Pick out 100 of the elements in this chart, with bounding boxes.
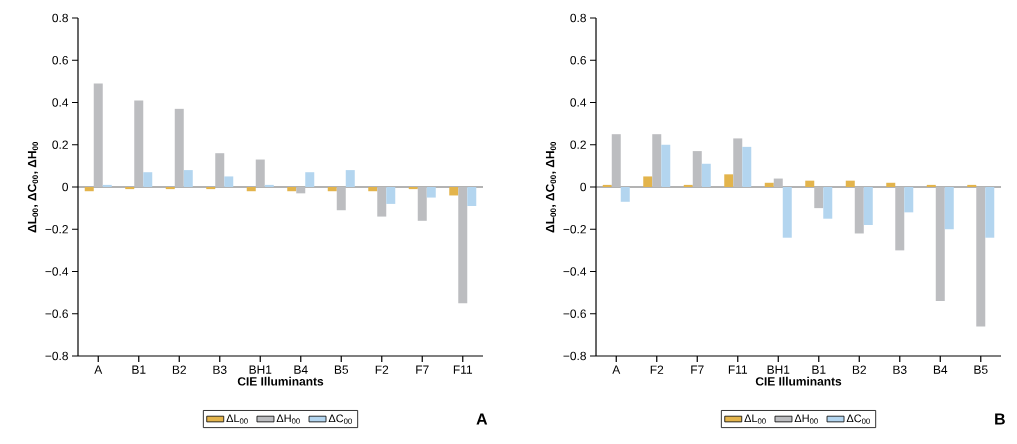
x-tick-label: F2 xyxy=(375,365,389,374)
x-tick-label: F11 xyxy=(453,365,473,374)
x-tick-label: B2 xyxy=(852,365,866,374)
bar xyxy=(458,187,468,304)
bar xyxy=(264,184,274,187)
text: B xyxy=(995,413,1005,425)
bar xyxy=(602,184,612,187)
bar xyxy=(823,187,833,219)
bar xyxy=(143,172,153,187)
y-tick-label: −0.2 xyxy=(45,225,68,234)
bar xyxy=(904,187,914,213)
bar xyxy=(134,100,144,187)
y-tick-label: 0 xyxy=(580,182,587,192)
bar xyxy=(701,163,711,187)
bar xyxy=(449,187,459,196)
x-tick-label: A xyxy=(94,365,103,374)
bar xyxy=(683,184,693,187)
bar xyxy=(386,187,396,204)
bar xyxy=(967,184,977,187)
y-tick-label: 0.8 xyxy=(52,13,68,23)
legend-label: ΔC$_{00}$ xyxy=(328,414,352,424)
bar xyxy=(327,187,337,192)
x-tick-label: B4 xyxy=(933,365,948,374)
bar xyxy=(863,187,873,226)
y-tick-label: −0.6 xyxy=(563,309,586,318)
y-tick-label: 0.6 xyxy=(570,56,586,65)
x-tick-label: B2 xyxy=(172,365,186,374)
bar xyxy=(724,174,734,187)
y-tick-label: −0.4 xyxy=(563,267,587,276)
x-tick-label: B1 xyxy=(132,365,146,374)
y-tick-label: 0.4 xyxy=(570,98,587,107)
x-tick-label: BH1 xyxy=(249,365,272,374)
bar xyxy=(895,187,905,251)
y-tick-label: −0.8 xyxy=(563,351,586,361)
x-tick-label: B5 xyxy=(974,365,988,374)
bar xyxy=(611,134,621,187)
x-tick-label: B3 xyxy=(213,365,227,374)
y-tick-label: 0.2 xyxy=(52,140,68,149)
y-tick-label: −0.2 xyxy=(563,225,586,234)
bar xyxy=(206,187,216,190)
legend-label: ΔH$_{00}$ xyxy=(794,414,818,424)
bar xyxy=(165,187,175,190)
y-axis-title: ΔL$_{00}$, ΔC$_{00}$, ΔH$_{00}$ xyxy=(27,141,39,233)
x-axis-title: CIE Illuminants xyxy=(755,376,842,386)
bar xyxy=(854,187,864,234)
bar xyxy=(733,138,743,187)
y-tick-label: 0.2 xyxy=(570,140,586,149)
legend-label: ΔC$_{00}$ xyxy=(846,414,870,424)
bar xyxy=(287,187,297,192)
bar xyxy=(661,144,671,187)
x-tick-label: B5 xyxy=(334,365,349,374)
x-tick-label: BH1 xyxy=(767,365,790,374)
bar xyxy=(174,108,184,187)
bar xyxy=(255,159,265,187)
bar xyxy=(224,176,234,187)
x-tick-label: B4 xyxy=(294,365,308,374)
bar xyxy=(643,176,653,187)
bar xyxy=(845,180,855,187)
bar xyxy=(620,187,630,202)
bar xyxy=(935,187,945,302)
x-tick-label: B1 xyxy=(812,365,826,374)
bar xyxy=(377,187,387,217)
x-tick-label: F7 xyxy=(691,365,704,374)
bar xyxy=(692,151,702,187)
bar xyxy=(102,184,112,187)
bar xyxy=(183,170,193,187)
bar xyxy=(93,83,103,187)
bar xyxy=(773,178,783,187)
legend-label: ΔL$_{00}$ xyxy=(226,414,248,424)
y-tick-label: −0.4 xyxy=(45,267,69,276)
legend-label: ΔH$_{00}$ xyxy=(276,414,300,424)
bar xyxy=(764,182,774,187)
x-axis-title: CIE Illuminants xyxy=(237,376,324,386)
y-tick-label: 0.8 xyxy=(570,13,586,23)
bar xyxy=(985,187,995,238)
y-tick-label: 0.6 xyxy=(52,56,68,65)
bar xyxy=(652,134,662,187)
bar xyxy=(467,187,477,207)
legend-label: ΔL$_{00}$ xyxy=(744,414,766,424)
y-tick-label: 0.4 xyxy=(52,98,69,107)
bar xyxy=(296,187,306,194)
bar xyxy=(305,172,315,187)
bar xyxy=(944,187,954,230)
bar xyxy=(926,184,936,187)
bar xyxy=(246,187,256,192)
text: A xyxy=(476,413,488,425)
bar xyxy=(426,187,436,198)
bar xyxy=(408,187,418,190)
y-tick-label: 0 xyxy=(62,182,69,192)
bar xyxy=(417,187,427,221)
bar xyxy=(742,146,752,187)
bar xyxy=(805,180,815,187)
x-tick-label: F7 xyxy=(416,365,429,374)
bar xyxy=(814,187,824,209)
x-tick-label: F2 xyxy=(650,365,664,374)
bar xyxy=(84,187,94,192)
y-axis-title: ΔL$_{00}$, ΔC$_{00}$, ΔH$_{00}$ xyxy=(545,141,557,233)
bar xyxy=(368,187,378,192)
bar xyxy=(345,170,355,187)
bar xyxy=(215,153,225,187)
